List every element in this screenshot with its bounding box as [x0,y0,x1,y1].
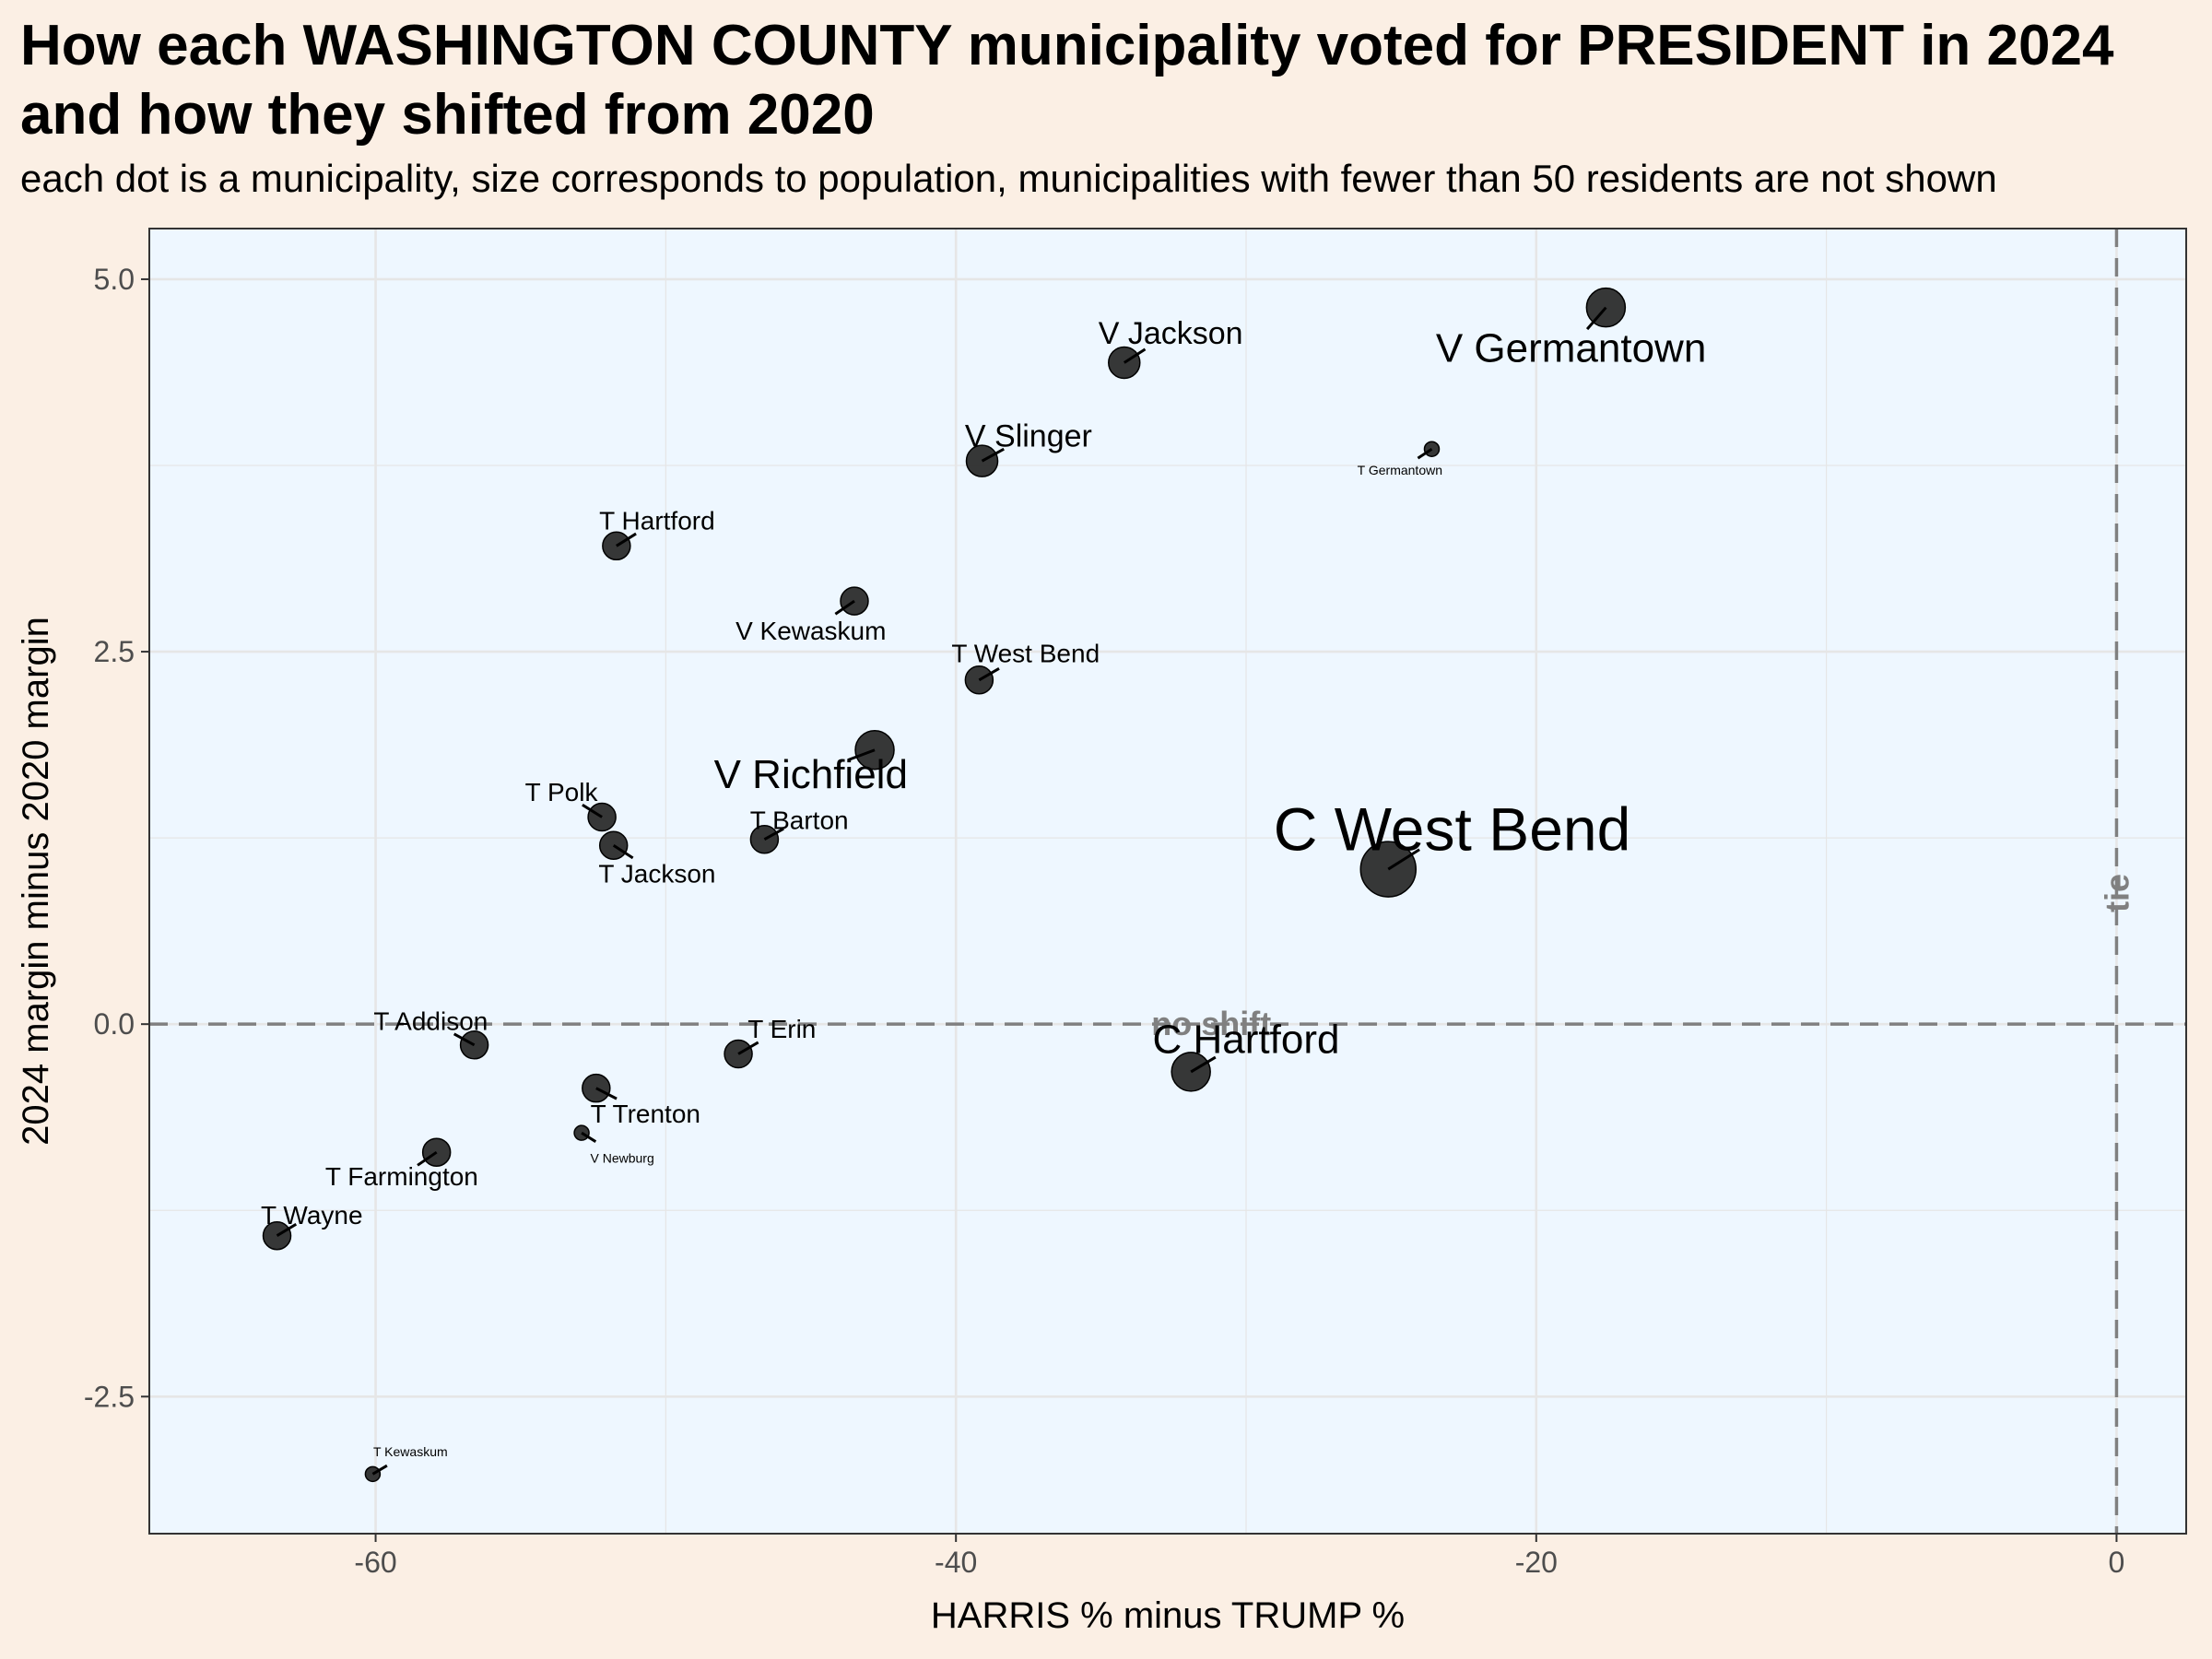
point-label: T West Bend [951,639,1100,667]
label-leader [981,447,1005,463]
point-label: T Wayne [261,1201,362,1230]
chart-title: How each WASHINGTON COUNTY municipality … [20,14,2114,147]
plot-panel [149,229,2186,1534]
point-label: T Germantown [1358,463,1442,477]
x-axis-title: HARRIS % minus TRUMP % [931,1595,1405,1636]
label-leader [417,1150,438,1167]
point-label: T Hartford [599,507,715,535]
label-leader [581,1131,597,1143]
y-tick-label: 5.0 [94,263,135,296]
label-leader [847,748,876,762]
point-label: C Hartford [1153,1018,1340,1063]
label-leader [1585,306,1607,331]
label-leader [834,599,855,616]
y-axis-title: 2024 margin minus 2020 margin [16,617,56,1146]
x-tick-label: -40 [935,1546,977,1579]
point-label: T Polk [525,778,599,806]
point-label: T Erin [747,1015,816,1043]
label-leader [276,1222,298,1237]
chart-subtitle: each dot is a municipality, size corresp… [20,157,1997,200]
point-label: T Barton [750,806,849,835]
panel-border [148,228,2187,1535]
x-tick-label: -20 [1515,1546,1558,1579]
label-leader [737,1041,759,1055]
point-label: T Kewaskum [373,1444,448,1459]
label-leader [1387,848,1420,871]
point-label: V Newburg [591,1151,654,1166]
point-label: T Addison [373,1007,488,1036]
reference-lines: no shift tie [149,229,2186,1534]
tie-label: tie [2098,874,2136,912]
point-label: V Slinger [965,419,1092,454]
label-leader [1190,1055,1217,1074]
point-label: V Richfield [714,752,908,797]
y-tick-label: 2.5 [94,635,135,668]
label-leader [616,532,637,547]
point-label: T Trenton [591,1100,700,1128]
label-leader [612,843,634,860]
label-leader [763,827,784,841]
point-label: V Kewaskum [735,617,886,645]
y-tick-label: 0.0 [94,1007,135,1041]
label-leader [453,1032,476,1047]
no-shift-label: no shift [1151,1005,1271,1042]
point-label: C West Bend [1274,795,1631,864]
data-points: V Germantown V Jackson V Slinger T Germanto… [261,287,1706,1483]
point-label: V Jackson [1099,316,1243,351]
point-label: V Germantown [1436,326,1706,371]
x-tick-label: 0 [2109,1546,2125,1579]
y-tick-label: -2.5 [84,1380,135,1413]
label-leader [1123,347,1147,364]
axes: -60 -40 -20 0 -2.5 0.0 2.5 5.0 [84,228,2187,1579]
label-leader [978,666,1000,682]
label-leader [371,1464,388,1476]
label-leader [582,803,603,818]
point-label: T Farmington [325,1162,478,1191]
point-label: T Jackson [598,860,715,888]
label-leader [1417,447,1433,460]
x-tick-label: -60 [354,1546,396,1579]
label-leader [595,1087,618,1100]
